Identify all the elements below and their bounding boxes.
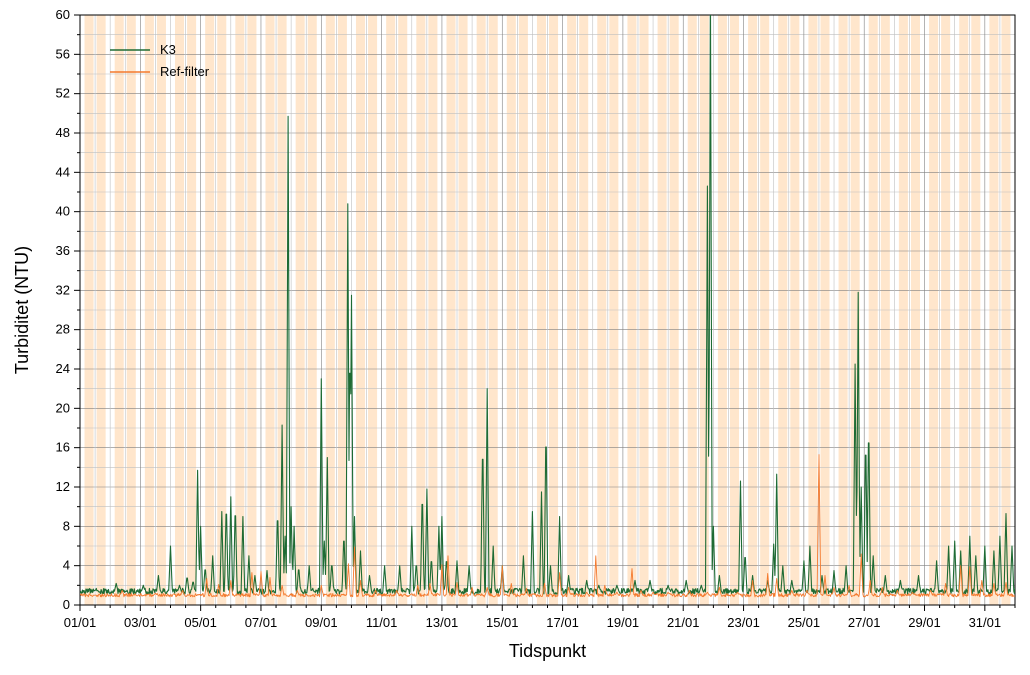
x-tick-label: 25/01 [788, 615, 821, 630]
x-tick-label: 13/01 [426, 615, 459, 630]
y-tick-label: 60 [56, 7, 70, 22]
x-tick-label: 29/01 [908, 615, 941, 630]
y-tick-label: 24 [56, 361, 70, 376]
x-tick-label: 03/01 [124, 615, 157, 630]
y-tick-label: 8 [63, 518, 70, 533]
x-axis-label: Tidspunkt [509, 641, 586, 661]
y-tick-label: 56 [56, 46, 70, 61]
x-tick-label: 09/01 [305, 615, 338, 630]
y-tick-label: 40 [56, 204, 70, 219]
x-tick-label: 27/01 [848, 615, 881, 630]
x-tick-label: 11/01 [366, 615, 398, 630]
y-tick-label: 52 [56, 86, 70, 101]
y-tick-label: 28 [56, 322, 70, 337]
y-tick-label: 44 [56, 164, 70, 179]
x-tick-label: 31/01 [969, 615, 1002, 630]
y-tick-label: 32 [56, 282, 70, 297]
y-tick-label: 16 [56, 440, 70, 455]
x-tick-label: 05/01 [184, 615, 217, 630]
x-tick-label: 07/01 [245, 615, 278, 630]
y-tick-label: 20 [56, 400, 70, 415]
legend-label: Ref-filter [160, 64, 210, 79]
y-tick-label: 0 [63, 597, 70, 612]
x-tick-label: 23/01 [727, 615, 760, 630]
x-tick-label: 21/01 [667, 615, 700, 630]
x-tick-label: 19/01 [607, 615, 640, 630]
y-tick-label: 4 [63, 558, 70, 573]
y-tick-label: 36 [56, 243, 70, 258]
chart-svg: 0481216202428323640444852566001/0103/010… [0, 0, 1030, 675]
x-tick-label: 15/01 [486, 615, 519, 630]
y-tick-label: 12 [56, 479, 70, 494]
y-axis-label: Turbiditet (NTU) [12, 246, 32, 374]
y-tick-label: 48 [56, 125, 70, 140]
turbidity-chart: 0481216202428323640444852566001/0103/010… [0, 0, 1030, 675]
x-tick-label: 17/01 [546, 615, 579, 630]
legend-label: K3 [160, 42, 176, 57]
x-tick-label: 01/01 [64, 615, 97, 630]
